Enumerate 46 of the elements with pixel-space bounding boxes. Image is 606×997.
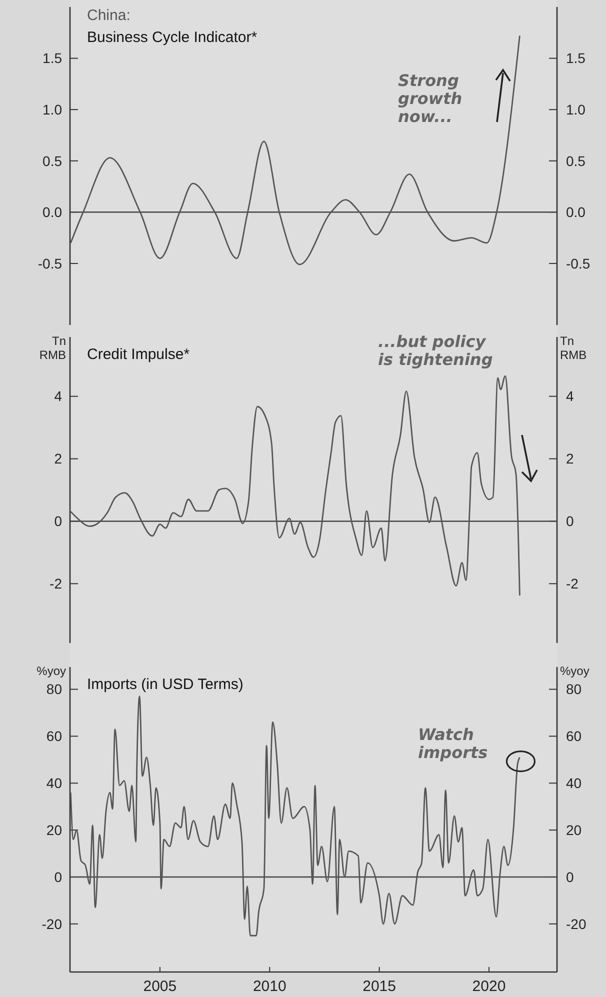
y2-tick-label: 60 [566,728,582,744]
y2-tick-label: 80 [566,681,582,698]
y2-tick-label: 40 [566,775,582,792]
annotation: ...but policy is tightening [378,332,493,369]
y2-tick-label: -20 [566,916,586,932]
y-tick-label: 40 [46,775,62,792]
y-tick-label: 0 [54,868,62,885]
y2-tick-label: 1.5 [566,50,586,66]
y-axis-title: Tn RMB [39,334,66,362]
text: Business Cycle Indicator* [87,29,258,46]
y-tick-label: 1.0 [42,101,62,118]
y-tick-label: 2 [54,450,62,467]
y2-tick-label: 0 [566,513,574,530]
y-tick-label: -0.5 [38,255,62,272]
y2-tick-label: 0.0 [566,204,586,220]
y-axis-title: %yoy [36,664,66,678]
y2-axis-title: %yoy [560,664,590,678]
y-tick-label: 0.0 [42,204,62,220]
y-tick-label: 20 [46,822,62,838]
x-tick-label: 2020 [472,978,506,995]
y2-tick-label: 4 [566,388,574,404]
annotation: Strong growth now... [398,71,462,126]
annotation: Watch imports [418,725,488,762]
x-tick-label: 2005 [143,978,177,995]
line-series [70,375,520,596]
text: Imports (in USD Terms) [87,676,244,693]
y2-axis-title: Tn RMB [560,334,587,362]
y-tick-label: -20 [42,916,62,932]
y-tick-label: 80 [46,681,62,698]
y2-tick-label: 0.5 [566,152,586,169]
y2-tick-label: -0.5 [566,255,590,272]
y2-tick-label: 20 [566,822,582,838]
y-tick-label: 0 [54,513,62,530]
y-tick-label: -2 [50,576,62,592]
y-tick-label: 4 [54,388,62,404]
chart-title: China: [87,7,130,24]
x-tick-label: 2010 [252,978,286,995]
y-tick-label: 60 [46,728,62,744]
y2-tick-label: 0 [566,868,574,885]
y2-tick-label: -2 [566,576,579,592]
y2-tick-label: 2 [566,450,574,467]
y2-tick-label: 1.0 [566,101,586,118]
y-tick-label: 1.5 [42,50,62,66]
y-tick-label: 0.5 [42,152,62,169]
text: Credit Impulse* [87,346,190,363]
x-tick-label: 2015 [362,978,396,995]
